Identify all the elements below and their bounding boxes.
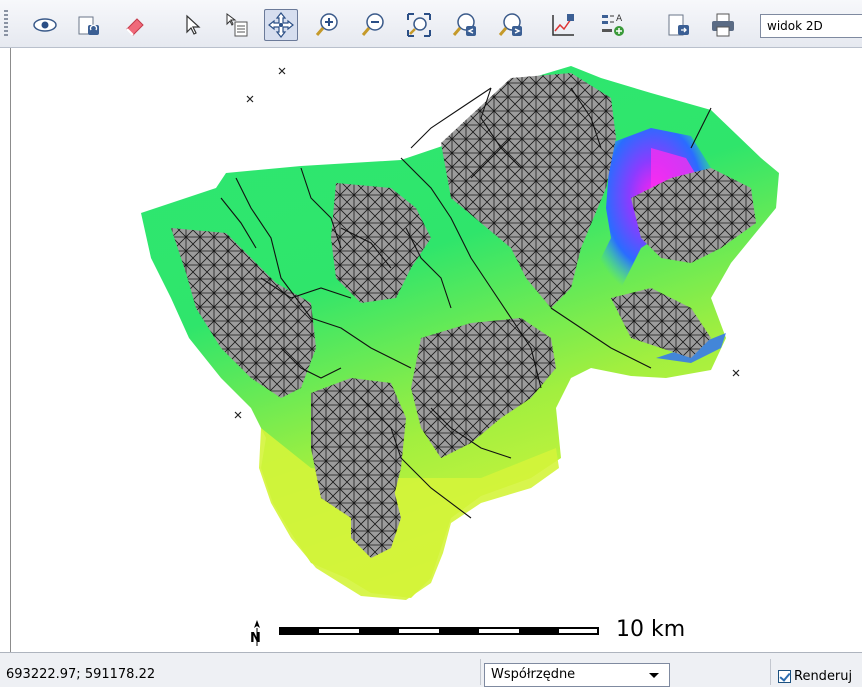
zoom-in-icon[interactable] [310, 9, 344, 41]
status-divider [480, 659, 481, 685]
map-canvas[interactable]: N 10 km [10, 48, 862, 652]
select-arrow-icon[interactable] [176, 9, 210, 41]
export-icon[interactable] [662, 9, 696, 41]
north-arrow-icon: N [250, 620, 261, 646]
urban-center-north [331, 183, 431, 303]
cursor-coordinates: 693222.97; 591178.22 [6, 667, 156, 682]
render-toggle[interactable]: Renderuj [778, 665, 852, 687]
toolbar-grip[interactable] [4, 10, 8, 38]
urban-east [441, 73, 616, 308]
coordinate-mode-select[interactable]: Współrzędne [484, 663, 670, 687]
zoom-next-icon[interactable] [494, 9, 528, 41]
layer-refresh-icon[interactable] [72, 9, 106, 41]
eraser-icon[interactable] [118, 9, 152, 41]
urban-west [171, 228, 316, 398]
map-rendering [141, 66, 779, 600]
urban-center [411, 318, 556, 458]
scale-bar-graphic [279, 627, 599, 635]
print-icon[interactable] [706, 9, 740, 41]
render-label: Renderuj [794, 668, 853, 684]
urban-lake-shore [631, 168, 756, 263]
road-network [220, 87, 712, 519]
status-divider [770, 659, 771, 685]
chart-icon[interactable] [546, 9, 580, 41]
chevron-down-icon[interactable] [649, 673, 659, 678]
identify-icon[interactable] [220, 9, 254, 41]
north-arrow: N [249, 620, 265, 646]
scale-bar: N 10 km [249, 617, 709, 648]
eye-icon[interactable] [28, 9, 62, 41]
map-toolbar: A widok 2D [0, 0, 862, 48]
urban-south-tip [351, 478, 401, 558]
view-mode-select[interactable]: widok 2D [760, 14, 862, 38]
urban-east-strip [611, 288, 711, 358]
svg-text:N: N [250, 631, 261, 646]
svg-text:A: A [616, 14, 623, 24]
render-checkbox[interactable] [778, 669, 791, 683]
point-markers [234, 67, 740, 419]
legend-icon[interactable]: A [596, 9, 630, 41]
zoom-previous-icon[interactable] [448, 9, 482, 41]
zoom-extent-icon[interactable] [402, 9, 436, 41]
status-bar: 693222.97; 591178.22 Współrzędne Renderu… [0, 652, 862, 687]
scale-label: 10 km [616, 617, 686, 642]
zoom-out-icon[interactable] [356, 9, 390, 41]
coordinate-mode-value: Współrzędne [491, 667, 576, 682]
pan-icon[interactable] [264, 9, 298, 41]
